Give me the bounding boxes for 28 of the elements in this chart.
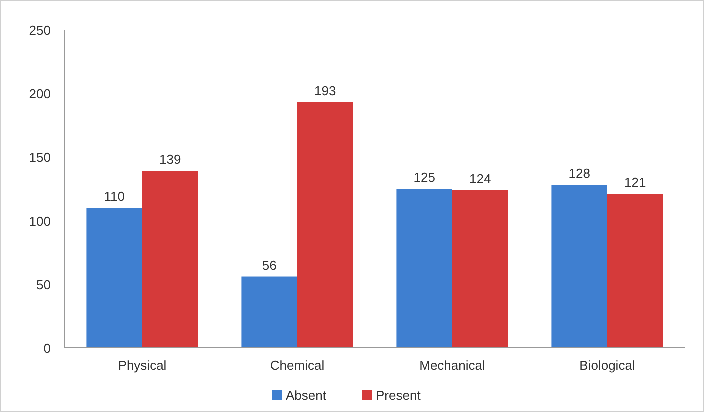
bar: [86, 208, 142, 348]
data-label: 121: [624, 175, 646, 190]
bar: [452, 190, 508, 348]
data-label: 139: [160, 152, 182, 168]
data-label: 56: [262, 258, 277, 273]
x-tick-label: Biological: [580, 358, 636, 373]
bar: [396, 189, 452, 348]
x-tick-label: Physical: [118, 358, 167, 373]
y-tick-label: 150: [29, 150, 51, 166]
bar: [242, 276, 298, 348]
bar: [298, 102, 354, 348]
y-tick-label: 50: [36, 277, 51, 292]
data-label: 124: [470, 171, 492, 186]
bar: [142, 171, 198, 348]
x-tick-label: Chemical: [270, 358, 325, 373]
bar: [608, 194, 664, 348]
data-label: 128: [568, 166, 590, 182]
legend-label: Absent: [286, 388, 327, 403]
data-label: 110: [104, 189, 125, 204]
y-tick-label: 250: [29, 23, 51, 38]
y-tick-label: 200: [29, 86, 51, 102]
x-tick-label: Mechanical: [420, 358, 486, 373]
bar: [552, 185, 608, 348]
data-label: 193: [314, 84, 336, 99]
y-tick-label: 0: [44, 341, 51, 356]
y-tick-label: 100: [29, 214, 51, 229]
legend-label: Present: [376, 388, 422, 403]
data-label: 125: [414, 170, 436, 185]
